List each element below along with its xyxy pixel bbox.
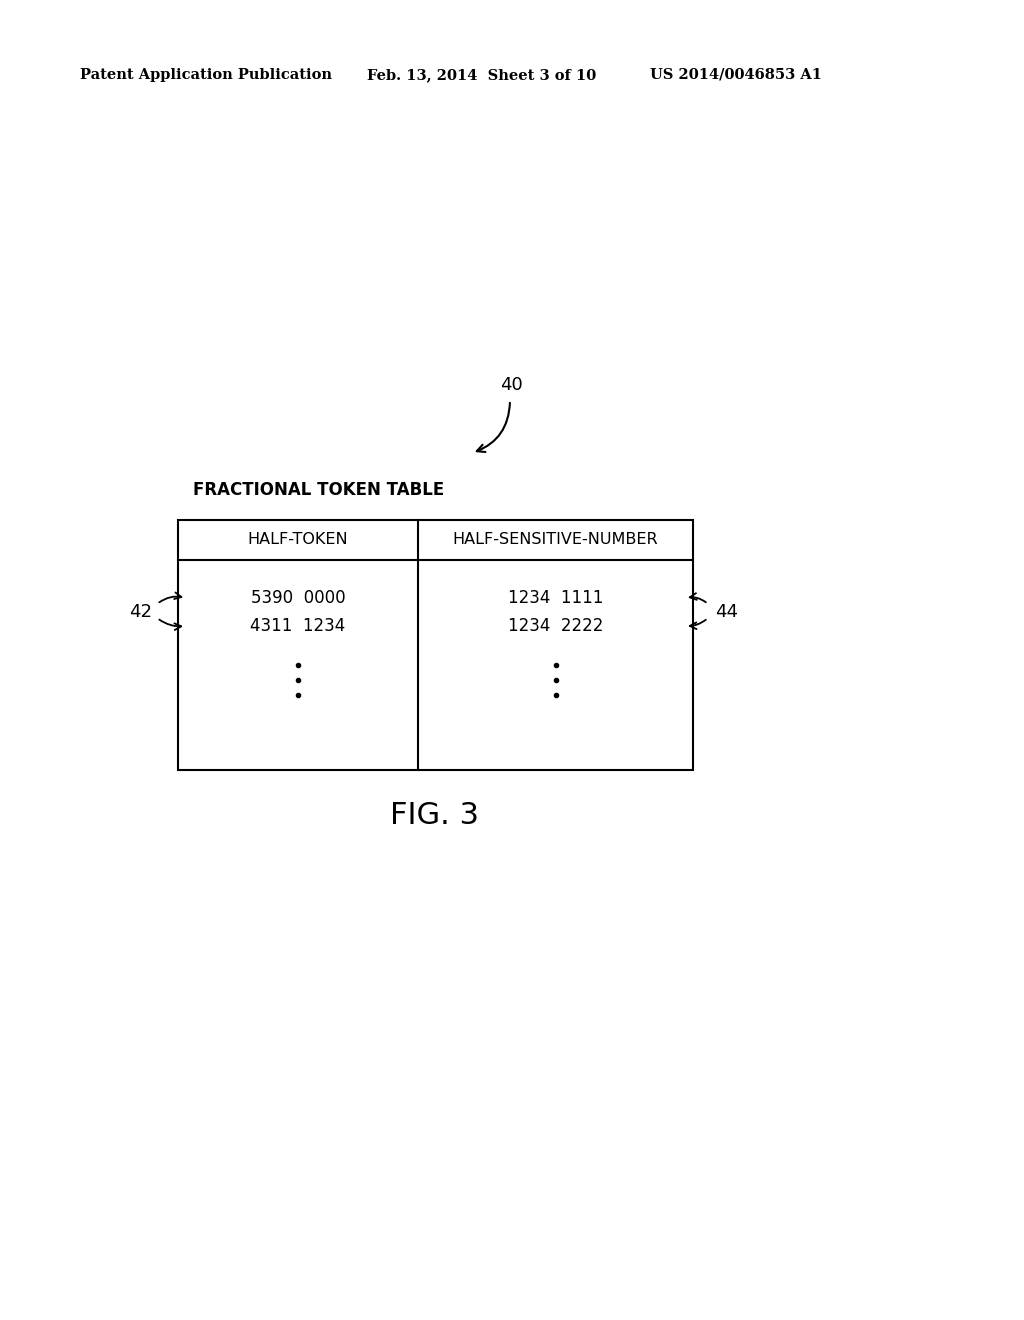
- FancyArrowPatch shape: [477, 403, 510, 451]
- FancyArrowPatch shape: [160, 619, 181, 630]
- Text: Feb. 13, 2014  Sheet 3 of 10: Feb. 13, 2014 Sheet 3 of 10: [367, 69, 596, 82]
- Text: 4311  1234: 4311 1234: [251, 616, 346, 635]
- Text: 44: 44: [715, 603, 738, 620]
- Text: 42: 42: [129, 603, 152, 620]
- Text: 40: 40: [500, 376, 522, 393]
- Text: 5390  0000: 5390 0000: [251, 589, 345, 607]
- FancyArrowPatch shape: [160, 593, 181, 602]
- Text: 1234  1111: 1234 1111: [508, 589, 603, 607]
- FancyArrowPatch shape: [690, 620, 706, 630]
- FancyArrowPatch shape: [690, 593, 706, 602]
- Text: Patent Application Publication: Patent Application Publication: [80, 69, 332, 82]
- Text: FRACTIONAL TOKEN TABLE: FRACTIONAL TOKEN TABLE: [193, 480, 444, 499]
- Text: 1234  2222: 1234 2222: [508, 616, 603, 635]
- Bar: [178, 520, 693, 770]
- Text: FIG. 3: FIG. 3: [390, 800, 479, 829]
- Text: US 2014/0046853 A1: US 2014/0046853 A1: [650, 69, 822, 82]
- Text: HALF-TOKEN: HALF-TOKEN: [248, 532, 348, 548]
- Text: HALF-SENSITIVE-NUMBER: HALF-SENSITIVE-NUMBER: [453, 532, 658, 548]
